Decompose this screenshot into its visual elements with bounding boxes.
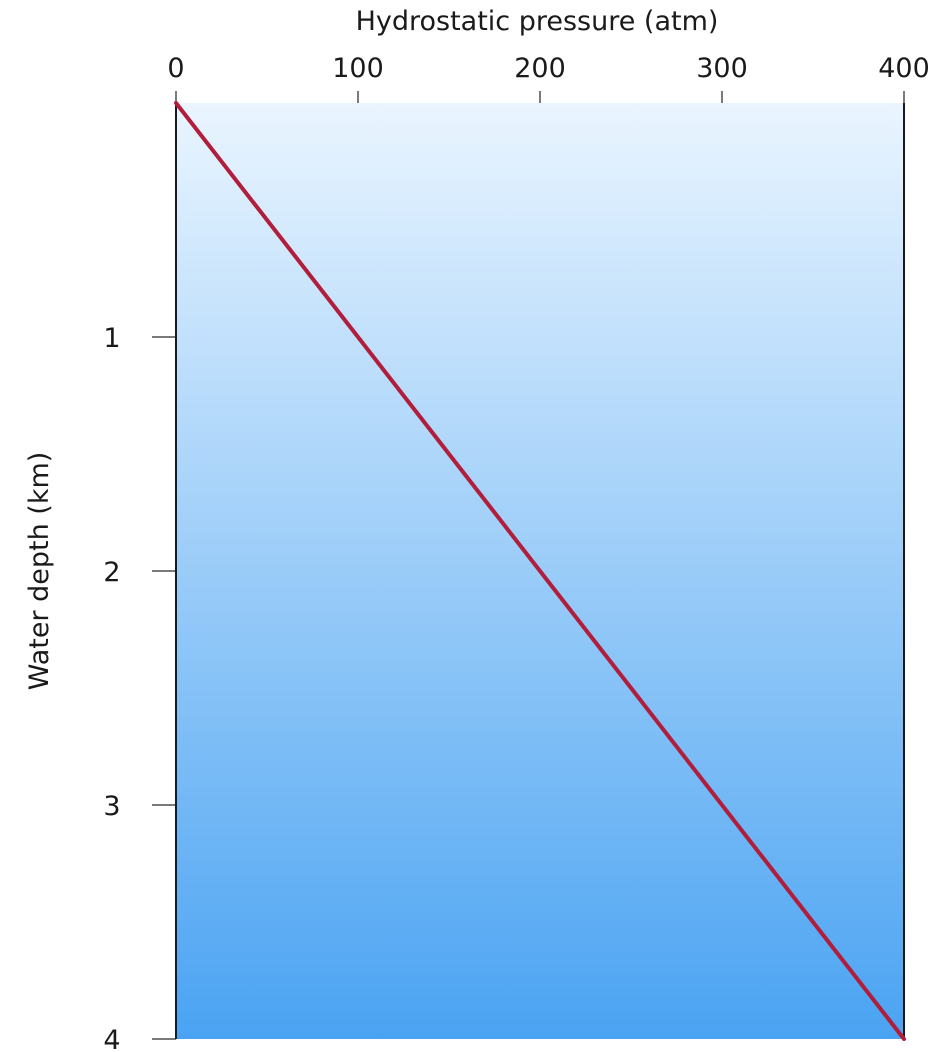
y-tick-label: 3 [103,791,120,822]
y-axis-ticks: 1 2 3 4 [103,323,176,1052]
pressure-depth-line [174,101,906,1041]
y-axis-title: Water depth (km) [24,452,55,691]
y-tick-label: 2 [103,557,120,588]
x-tick-label: 400 [878,53,930,84]
x-tick-label: 100 [332,53,384,84]
x-axis-ticks: 0 100 200 300 400 [167,53,930,103]
x-tick-label: 200 [514,53,566,84]
y-tick-label: 1 [103,323,120,354]
series-layer [174,101,906,1041]
x-axis-title: Hydrostatic pressure (atm) [356,6,719,37]
x-tick-label: 0 [167,53,184,84]
y-tick-label: 4 [103,1025,120,1052]
x-tick-label: 300 [696,53,748,84]
